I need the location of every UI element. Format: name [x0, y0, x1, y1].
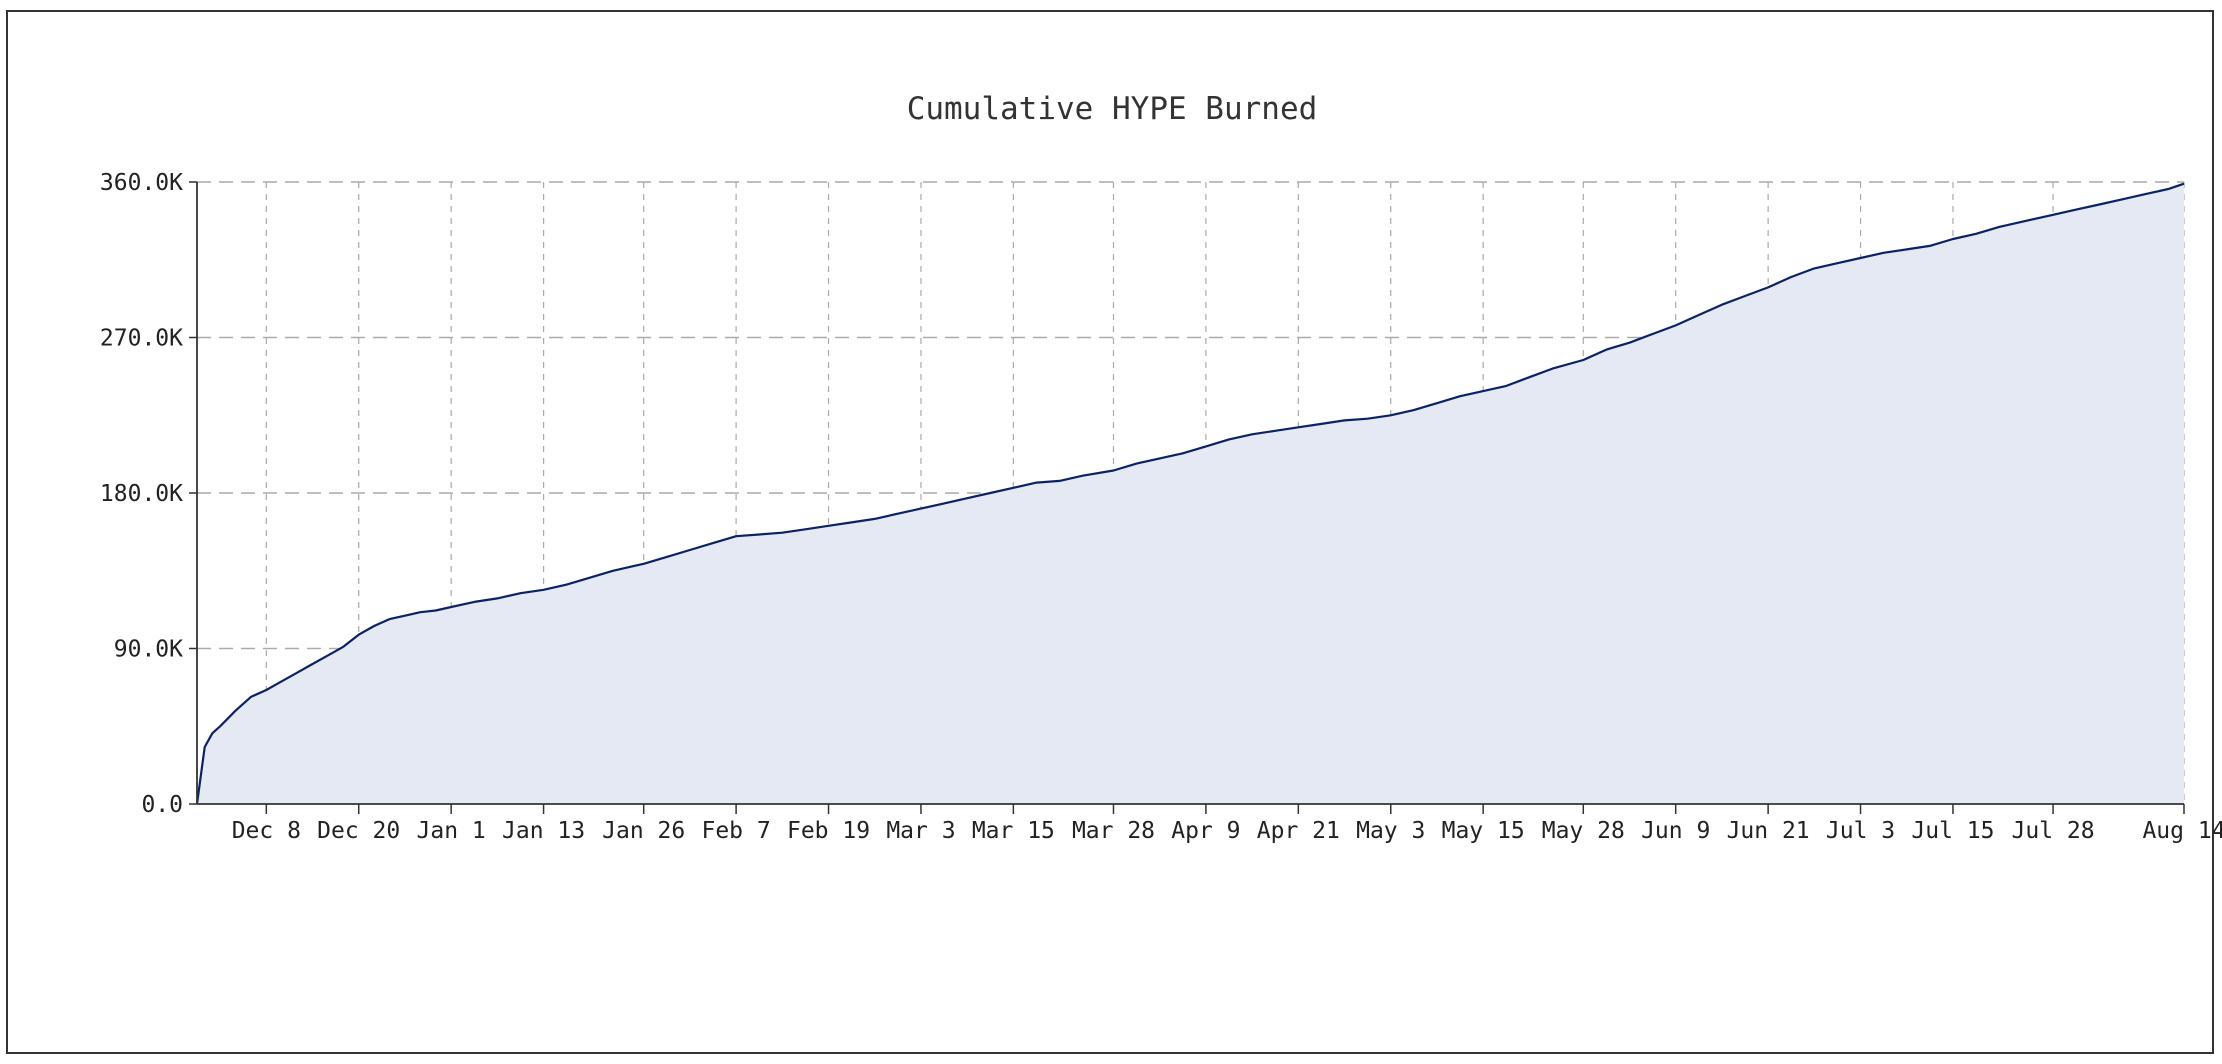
x-tick-label: Jan 26 [602, 818, 685, 844]
x-tick-label: Mar 15 [972, 818, 1055, 844]
chart-title: Cumulative HYPE Burned [907, 91, 1318, 127]
axis-layer: 0.0 90.0K 180.0K 270.0K 360.0K Dec 8 Dec 20 Jan… [100, 170, 2222, 844]
x-tick-label: May 28 [1542, 818, 1625, 844]
x-tick-label: Jul 28 [2012, 818, 2095, 844]
area-layer [197, 183, 2184, 804]
x-tick-label: Dec 20 [317, 818, 400, 844]
series-line [195, 182, 2185, 805]
x-tick-label: Dec 8 [232, 818, 301, 844]
x-tick-label: Jan 1 [417, 818, 486, 844]
x-tick-label: Jan 13 [502, 818, 585, 844]
x-tick-label: Jul 15 [1911, 818, 1994, 844]
x-tick-label: May 3 [1356, 818, 1425, 844]
x-tick-label: Feb 19 [787, 818, 870, 844]
x-tick-label: Apr 9 [1171, 818, 1240, 844]
x-tick-label: Aug 14 [2142, 818, 2222, 844]
x-tick-label: Mar 3 [886, 818, 955, 844]
x-tick-label: Jul 3 [1826, 818, 1895, 844]
y-tick-label: 180.0K [100, 481, 183, 507]
x-tick-label: Feb 7 [701, 818, 770, 844]
series-area-fill [197, 183, 2184, 804]
y-tick-label: 270.0K [100, 326, 183, 352]
y-tick-label: 360.0K [100, 170, 183, 196]
y-tick-label: 0.0 [141, 792, 183, 818]
y-tick-label: 90.0K [114, 637, 183, 663]
x-tick-label: Apr 21 [1257, 818, 1340, 844]
x-tick-label: May 15 [1442, 818, 1525, 844]
x-tick-label: Mar 28 [1072, 818, 1155, 844]
x-tick-label: Jun 9 [1641, 818, 1710, 844]
x-tick-label: Jun 21 [1727, 818, 1810, 844]
